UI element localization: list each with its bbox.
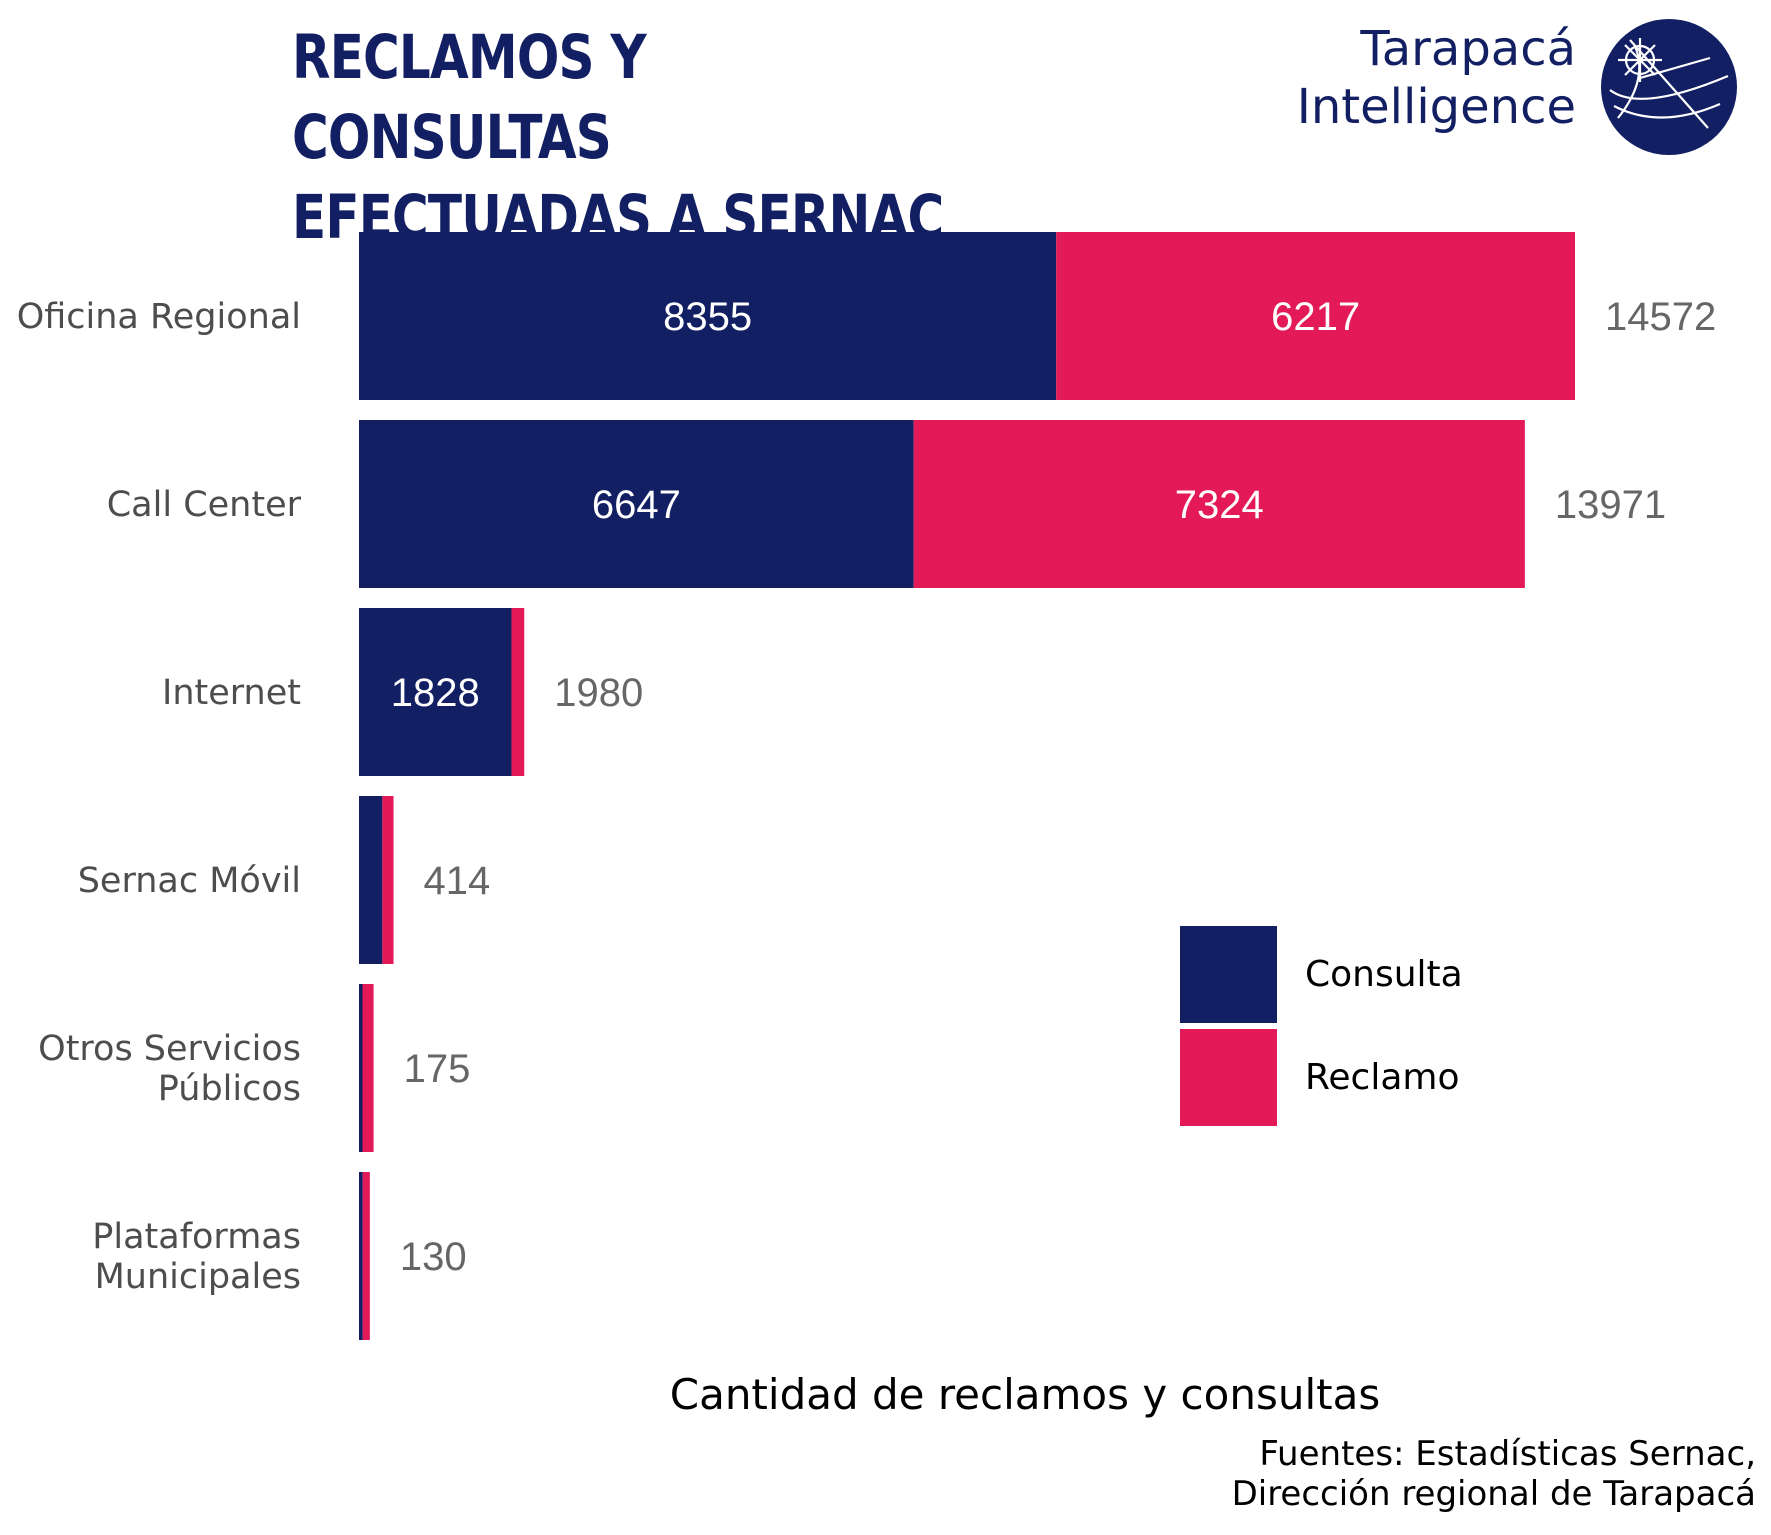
category-label-1: Call Center bbox=[107, 485, 302, 525]
bar-total-label-1: 13971 bbox=[1555, 483, 1666, 527]
legend-swatch-consulta bbox=[1180, 926, 1277, 1023]
bar-reclamo-2 bbox=[511, 608, 525, 776]
bar-total-label-4: 175 bbox=[404, 1047, 471, 1091]
bar-value-label-reclamo-1: 7324 bbox=[1175, 483, 1264, 527]
bar-total-label-5: 130 bbox=[400, 1235, 467, 1279]
bar-total-label-0: 14572 bbox=[1605, 295, 1716, 339]
source-line-1: Fuentes: Estadísticas Sernac, bbox=[1259, 1434, 1756, 1474]
category-label-4: Otros Servicios Públicos bbox=[38, 1029, 301, 1109]
bar-consulta-1 bbox=[359, 420, 914, 588]
bar-consulta-0 bbox=[359, 232, 1057, 400]
bar-reclamo-4 bbox=[362, 984, 374, 1152]
bar-consulta-2 bbox=[359, 608, 512, 776]
bar-value-label-consulta-2: 1828 bbox=[391, 671, 480, 715]
legend-item-consulta: Consulta bbox=[1180, 926, 1463, 1023]
bar-value-label-consulta-0: 8355 bbox=[663, 295, 752, 339]
bar-reclamo-1 bbox=[913, 420, 1525, 588]
category-label-5: Plataformas Municipales bbox=[92, 1217, 301, 1297]
bar-value-label-consulta-1: 6647 bbox=[592, 483, 681, 527]
bar-value-label-reclamo-0: 6217 bbox=[1271, 295, 1360, 339]
legend-label-reclamo: Reclamo bbox=[1305, 1057, 1460, 1098]
bar-reclamo-3 bbox=[382, 796, 394, 964]
title-line-1: RECLAMOS Y CONSULTAS bbox=[292, 22, 647, 173]
legend-item-reclamo: Reclamo bbox=[1180, 1029, 1463, 1126]
legend-label-consulta: Consulta bbox=[1305, 954, 1463, 995]
bar-consulta-4 bbox=[359, 984, 363, 1152]
bar-consulta-3 bbox=[359, 796, 383, 964]
bar-total-label-2: 1980 bbox=[554, 671, 643, 715]
category-label-2: Internet bbox=[162, 673, 301, 713]
category-label-0: Oficina Regional bbox=[17, 297, 301, 337]
source-note: Fuentes: Estadísticas Sernac, Dirección … bbox=[1232, 1434, 1756, 1514]
bar-reclamo-0 bbox=[1056, 232, 1575, 400]
legend: Consulta Reclamo bbox=[1180, 926, 1463, 1132]
brand-line-1: Tarapacá bbox=[1360, 21, 1576, 77]
x-axis-label: Cantidad de reclamos y consultas bbox=[669, 1370, 1381, 1419]
brand-line-2: Intelligence bbox=[1296, 79, 1576, 135]
legend-swatch-reclamo bbox=[1180, 1029, 1277, 1126]
category-label-3: Sernac Móvil bbox=[78, 861, 301, 901]
brand-name: Tarapacá Intelligence bbox=[1297, 20, 1576, 136]
brand-logo-icon bbox=[1601, 19, 1737, 155]
bar-reclamo-5 bbox=[362, 1172, 370, 1340]
source-line-2: Dirección regional de Tarapacá bbox=[1231, 1474, 1756, 1514]
bar-total-label-3: 414 bbox=[424, 859, 491, 903]
bar-consulta-5 bbox=[359, 1172, 363, 1340]
